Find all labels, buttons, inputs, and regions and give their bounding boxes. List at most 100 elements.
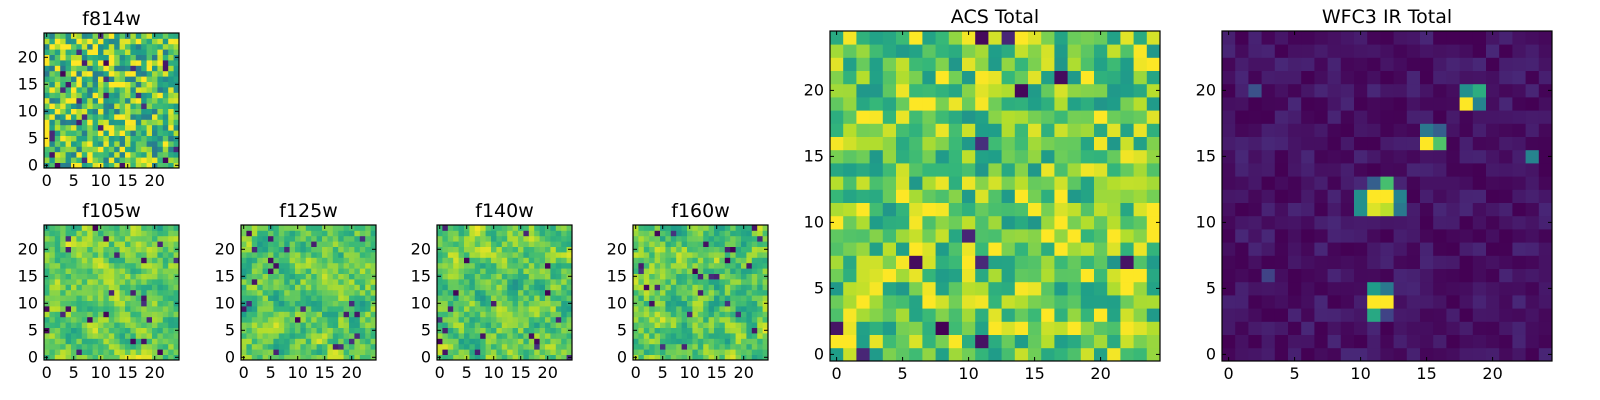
heatmap-cell <box>365 311 371 318</box>
heatmap-cell <box>676 327 682 334</box>
heatmap-cell <box>724 327 731 334</box>
heatmap-cell <box>485 349 492 355</box>
heatmap-cell <box>649 279 655 285</box>
heatmap-cell <box>71 103 77 109</box>
heatmap-cell <box>300 295 307 301</box>
heatmap-cell <box>1014 189 1029 203</box>
y-tick-label: 20 <box>607 239 627 258</box>
heatmap-cell <box>496 300 503 307</box>
heatmap-cell <box>1001 123 1016 137</box>
heatmap-cell <box>830 149 844 164</box>
heatmap-cell <box>762 230 769 237</box>
heatmap-cell <box>157 124 164 131</box>
heatmap-cell <box>141 43 147 50</box>
heatmap-cell <box>1393 242 1408 256</box>
heatmap-cell <box>92 157 99 163</box>
heatmap-cell <box>458 338 465 345</box>
heatmap-cell <box>643 343 650 350</box>
heatmap-cell <box>676 289 682 296</box>
heatmap-cell <box>268 295 274 301</box>
heatmap-cell <box>633 343 639 350</box>
heatmap-cell <box>746 279 753 285</box>
heatmap-cell <box>103 54 110 61</box>
heatmap-cell <box>305 295 312 301</box>
heatmap-cell <box>1472 295 1487 309</box>
heatmap-cell <box>365 338 371 345</box>
heatmap-cell <box>257 316 263 323</box>
heatmap-cell <box>480 295 486 301</box>
heatmap-cell <box>60 114 66 120</box>
heatmap-cell <box>988 215 1002 230</box>
heatmap-cell <box>762 322 769 328</box>
heatmap-cell <box>108 343 115 350</box>
heatmap-cell <box>251 257 258 264</box>
heatmap-cell <box>1146 44 1161 58</box>
heatmap-cell <box>146 306 153 312</box>
heatmap-cell <box>81 43 88 50</box>
heatmap-cell <box>1393 136 1408 151</box>
heatmap-cell <box>1120 149 1134 164</box>
heatmap-cell <box>1120 229 1134 243</box>
heatmap-cell <box>670 333 677 339</box>
heatmap-cell <box>316 279 323 285</box>
heatmap-cell <box>135 76 142 82</box>
heatmap-cell <box>730 225 736 231</box>
heatmap-cell <box>98 295 104 301</box>
heatmap-cell <box>633 235 639 242</box>
y-tick-label: 10 <box>411 293 431 312</box>
heatmap-cell <box>501 257 508 264</box>
heatmap-cell <box>464 241 470 247</box>
heatmap-cell <box>1459 215 1474 230</box>
heatmap-cell <box>54 230 61 237</box>
heatmap-cell <box>909 242 923 256</box>
heatmap-cell <box>692 322 699 328</box>
heatmap-cell <box>550 230 557 237</box>
heatmap-cell <box>1001 242 1016 256</box>
heatmap-cell <box>660 333 666 339</box>
heatmap-cell <box>1314 295 1328 309</box>
heatmap-cell <box>108 162 115 169</box>
heatmap-cell <box>741 343 747 350</box>
heatmap-cell <box>458 284 465 291</box>
heatmap-cell <box>119 65 126 72</box>
heatmap-cell <box>507 246 513 253</box>
heatmap-cell <box>1041 229 1055 243</box>
heatmap-cell <box>92 70 99 77</box>
heatmap-cell <box>660 327 666 334</box>
heatmap-cell <box>130 97 137 104</box>
heatmap-cell <box>168 225 174 231</box>
heatmap-cell <box>1080 163 1095 177</box>
heatmap-cell <box>87 300 93 307</box>
heatmap-cell <box>856 83 870 98</box>
heatmap-cell <box>464 295 470 301</box>
heatmap-cell <box>1261 347 1276 362</box>
heatmap-cell <box>633 333 639 339</box>
heatmap-cell <box>108 124 115 131</box>
heatmap-cell <box>354 230 361 237</box>
heatmap-cell <box>152 146 158 153</box>
heatmap-cell <box>316 241 323 247</box>
heatmap-cell <box>311 343 317 350</box>
heatmap-cell <box>92 300 99 307</box>
heatmap-cell <box>162 273 169 280</box>
heatmap-cell <box>157 295 164 301</box>
heatmap-cell <box>555 262 562 269</box>
heatmap-cell <box>856 295 870 309</box>
heatmap-cell <box>643 289 650 296</box>
heatmap-cell <box>447 306 454 312</box>
heatmap-cell <box>1146 83 1161 98</box>
heatmap-cell <box>1067 347 1082 362</box>
heatmap-cell <box>65 327 72 334</box>
heatmap-cell <box>152 141 158 147</box>
heatmap-cell <box>327 343 334 350</box>
heatmap-cell <box>114 311 120 318</box>
heatmap-cell <box>71 268 77 274</box>
heatmap-cell <box>523 241 530 247</box>
y-tick-label: 10 <box>215 293 235 312</box>
heatmap-cell <box>65 230 72 237</box>
heatmap-cell <box>354 311 361 318</box>
heatmap-cell <box>365 235 371 242</box>
heatmap-cell <box>168 262 174 269</box>
heatmap-cell <box>157 322 164 328</box>
heatmap-cell <box>962 321 976 335</box>
